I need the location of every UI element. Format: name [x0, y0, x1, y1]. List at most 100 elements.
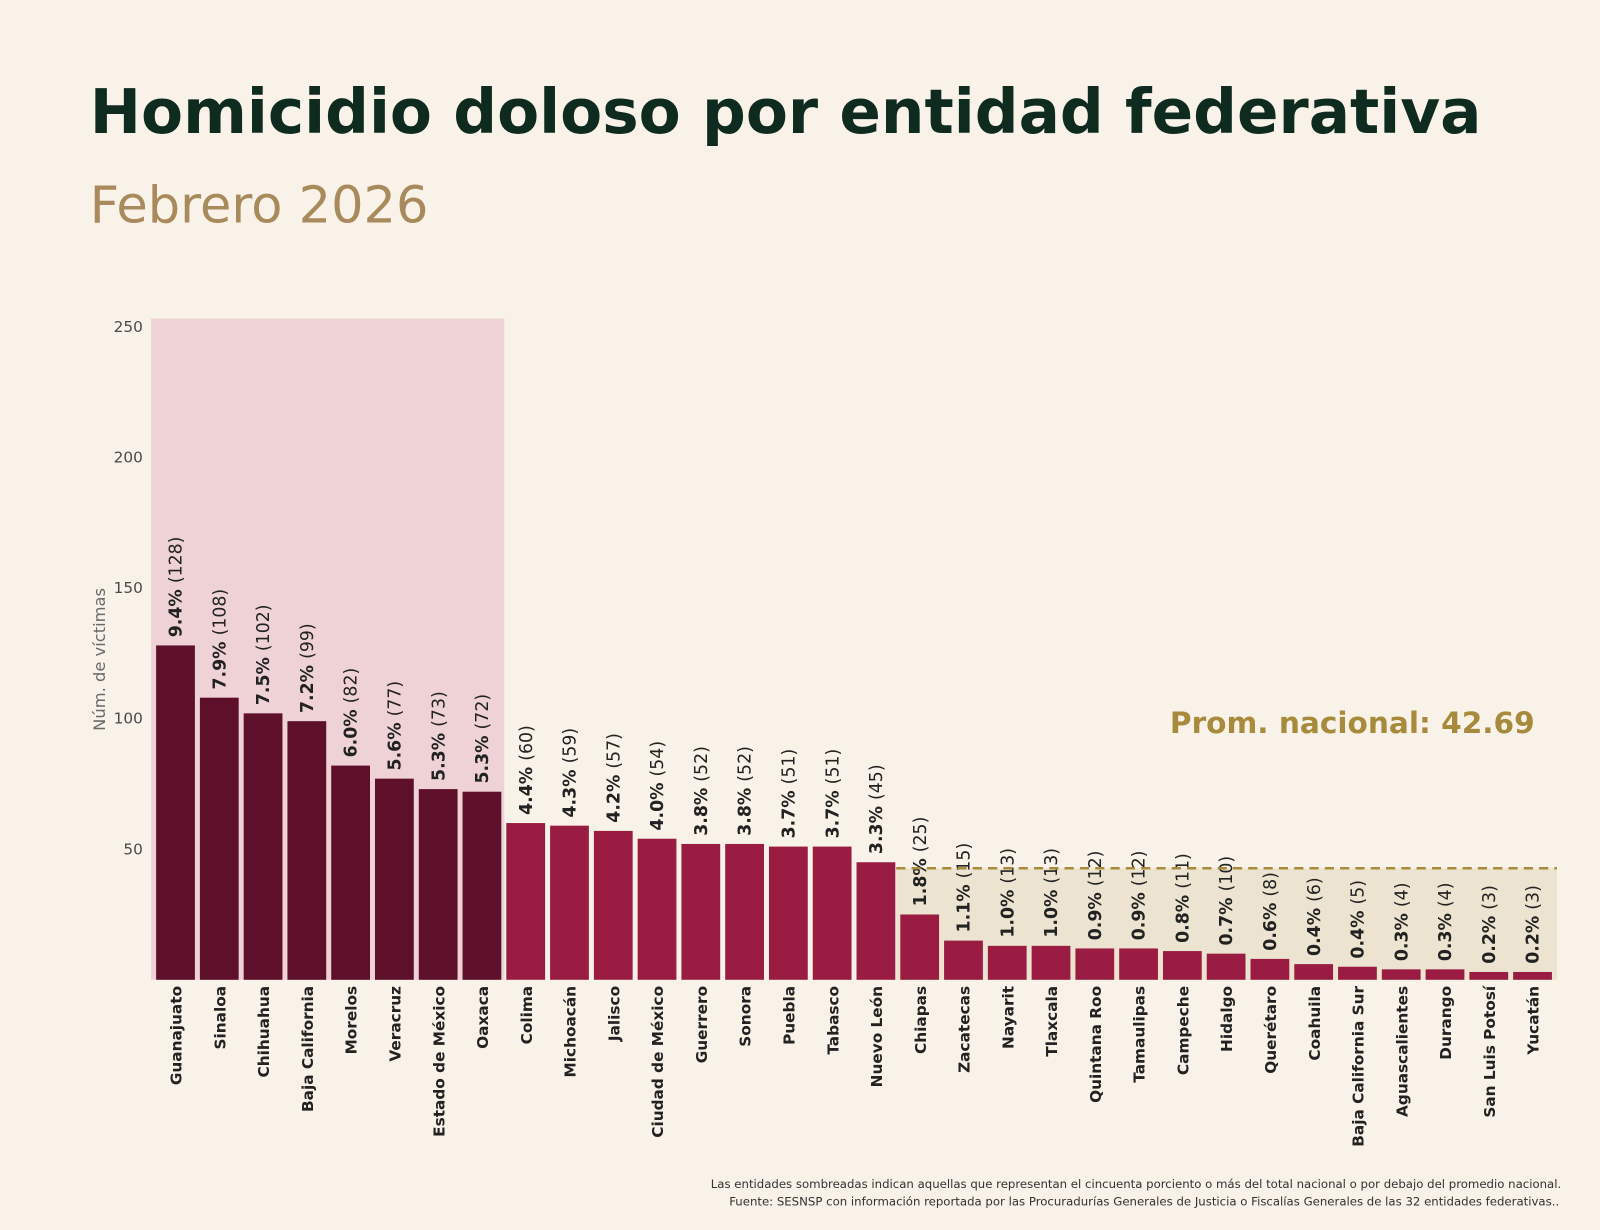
x-tick-label: Guerrero — [693, 986, 711, 1063]
x-tick-label: Baja California Sur — [1350, 985, 1368, 1146]
x-tick-label: Tabasco — [824, 986, 842, 1055]
data-label: 0.7% (10) — [1217, 856, 1237, 946]
data-label: 4.3% (59) — [561, 728, 581, 818]
x-tick-label: Nayarit — [999, 986, 1017, 1049]
bar-jalisco — [593, 830, 633, 980]
footnote-source: Fuente: SESNSP con información reportada… — [729, 1194, 1559, 1208]
bar-quintana-roo — [1075, 948, 1115, 980]
data-label: 1.0% (13) — [998, 848, 1018, 938]
bar-guanajuato — [156, 645, 195, 980]
bar-yucatán — [1513, 971, 1552, 980]
data-label: 7.5% (102) — [254, 604, 274, 705]
data-label: 5.3% (73) — [429, 691, 449, 781]
bar-ciudad-de-méxico — [637, 838, 677, 980]
data-label: 3.7% (51) — [779, 749, 799, 839]
bar-hidalgo — [1206, 953, 1246, 980]
x-tick-label: Durango — [1437, 986, 1455, 1060]
data-label: 3.7% (51) — [823, 749, 843, 839]
data-label: 1.1% (15) — [955, 843, 975, 933]
x-tick-label: Aguascalientes — [1393, 986, 1411, 1117]
bar-tamaulipas — [1119, 948, 1158, 980]
average-label: Prom. nacional: 42.69 — [1170, 706, 1535, 740]
bar-veracruz — [375, 778, 414, 980]
x-tick-label: Chihuahua — [255, 986, 273, 1078]
bar-querétaro — [1250, 958, 1290, 980]
bar-morelos — [331, 765, 370, 980]
data-label: 0.8% (11) — [1173, 853, 1193, 943]
y-tick-label: 150 — [114, 579, 143, 597]
data-label: 1.8% (25) — [911, 817, 931, 907]
data-label: 4.2% (57) — [604, 733, 624, 823]
data-label: 4.0% (54) — [648, 741, 668, 831]
x-tick-label: Nuevo León — [868, 986, 886, 1087]
data-label: 0.4% (6) — [1305, 877, 1325, 956]
x-tick-label: Oaxaca — [474, 986, 492, 1049]
data-label: 7.9% (108) — [210, 589, 230, 690]
bar-baja-california-sur — [1338, 966, 1377, 980]
x-tick-label: Morelos — [343, 986, 361, 1055]
bar-nuevo-león — [856, 862, 896, 980]
data-label: 7.2% (99) — [298, 623, 318, 713]
x-tick-label: Quintana Roo — [1087, 986, 1105, 1103]
x-tick-label: Hidalgo — [1218, 986, 1236, 1052]
bar-puebla — [768, 846, 808, 980]
bar-chihuahua — [243, 713, 283, 980]
x-tick-label: Sinaloa — [211, 986, 229, 1050]
bar-tabasco — [812, 846, 852, 980]
y-tick-label: 200 — [114, 448, 143, 466]
data-label: 4.4% (60) — [517, 725, 537, 815]
data-label: 0.2% (3) — [1524, 885, 1544, 964]
data-label: 0.3% (4) — [1436, 883, 1456, 962]
x-tick-label: Puebla — [780, 986, 798, 1045]
bar-oaxaca — [462, 791, 502, 980]
chart-subtitle: Febrero 2026 — [90, 177, 429, 236]
bar-durango — [1425, 969, 1465, 980]
bar-sinaloa — [199, 697, 239, 980]
x-tick-label: Campeche — [1174, 986, 1192, 1075]
bar-michoacán — [550, 825, 589, 980]
data-label: 5.3% (72) — [473, 694, 493, 784]
bar-chiapas — [900, 914, 940, 980]
x-tick-label: Ciudad de México — [649, 986, 667, 1138]
bar-san-luis-potosí — [1469, 971, 1509, 980]
x-tick-label: Tlaxcala — [1043, 986, 1061, 1057]
bar-colima — [506, 823, 546, 980]
bar-coahuila — [1294, 964, 1334, 980]
x-tick-label: Michoacán — [562, 986, 580, 1078]
data-label: 0.9% (12) — [1130, 851, 1150, 941]
bar-campeche — [1162, 951, 1202, 980]
x-tick-label: Coahuila — [1306, 986, 1324, 1061]
data-label: 3.3% (45) — [867, 764, 887, 854]
data-label: 0.9% (12) — [1086, 851, 1106, 941]
bar-guerrero — [681, 843, 721, 980]
data-label: 0.3% (4) — [1392, 883, 1412, 962]
bar-nayarit — [987, 945, 1027, 980]
data-label: 3.8% (52) — [692, 746, 712, 836]
y-axis-label: Núm. de víctimas — [90, 588, 109, 731]
x-tick-label: Tamaulipas — [1131, 986, 1149, 1083]
x-tick-label: San Luis Potosí — [1481, 985, 1499, 1118]
x-tick-label: Veracruz — [387, 986, 405, 1062]
data-label: 5.6% (77) — [386, 681, 406, 771]
bar-sonora — [725, 843, 764, 980]
bar-aguascalientes — [1381, 969, 1421, 980]
y-tick-label: 100 — [114, 710, 143, 728]
bar-tlaxcala — [1031, 945, 1071, 980]
data-label: 0.2% (3) — [1480, 885, 1500, 964]
data-label: 3.8% (52) — [736, 746, 756, 836]
bar-zacatecas — [944, 940, 983, 980]
x-tick-label: Guanajuato — [168, 986, 186, 1085]
bar-baja-california — [287, 721, 327, 980]
data-label: 9.4% (128) — [167, 537, 187, 638]
data-label: 1.0% (13) — [1042, 848, 1062, 938]
x-tick-label: Colima — [518, 986, 536, 1044]
x-tick-label: Jalisco — [605, 986, 623, 1042]
footnote-shading: Las entidades sombreadas indican aquella… — [711, 1177, 1561, 1191]
x-tick-label: Estado de México — [430, 986, 448, 1137]
chart-title: Homicidio doloso por entidad federativa — [90, 77, 1482, 148]
y-tick-label: 50 — [123, 840, 142, 858]
data-label: 6.0% (82) — [342, 668, 362, 758]
x-tick-label: Yucatán — [1525, 986, 1543, 1056]
x-tick-label: Baja California — [299, 986, 317, 1112]
